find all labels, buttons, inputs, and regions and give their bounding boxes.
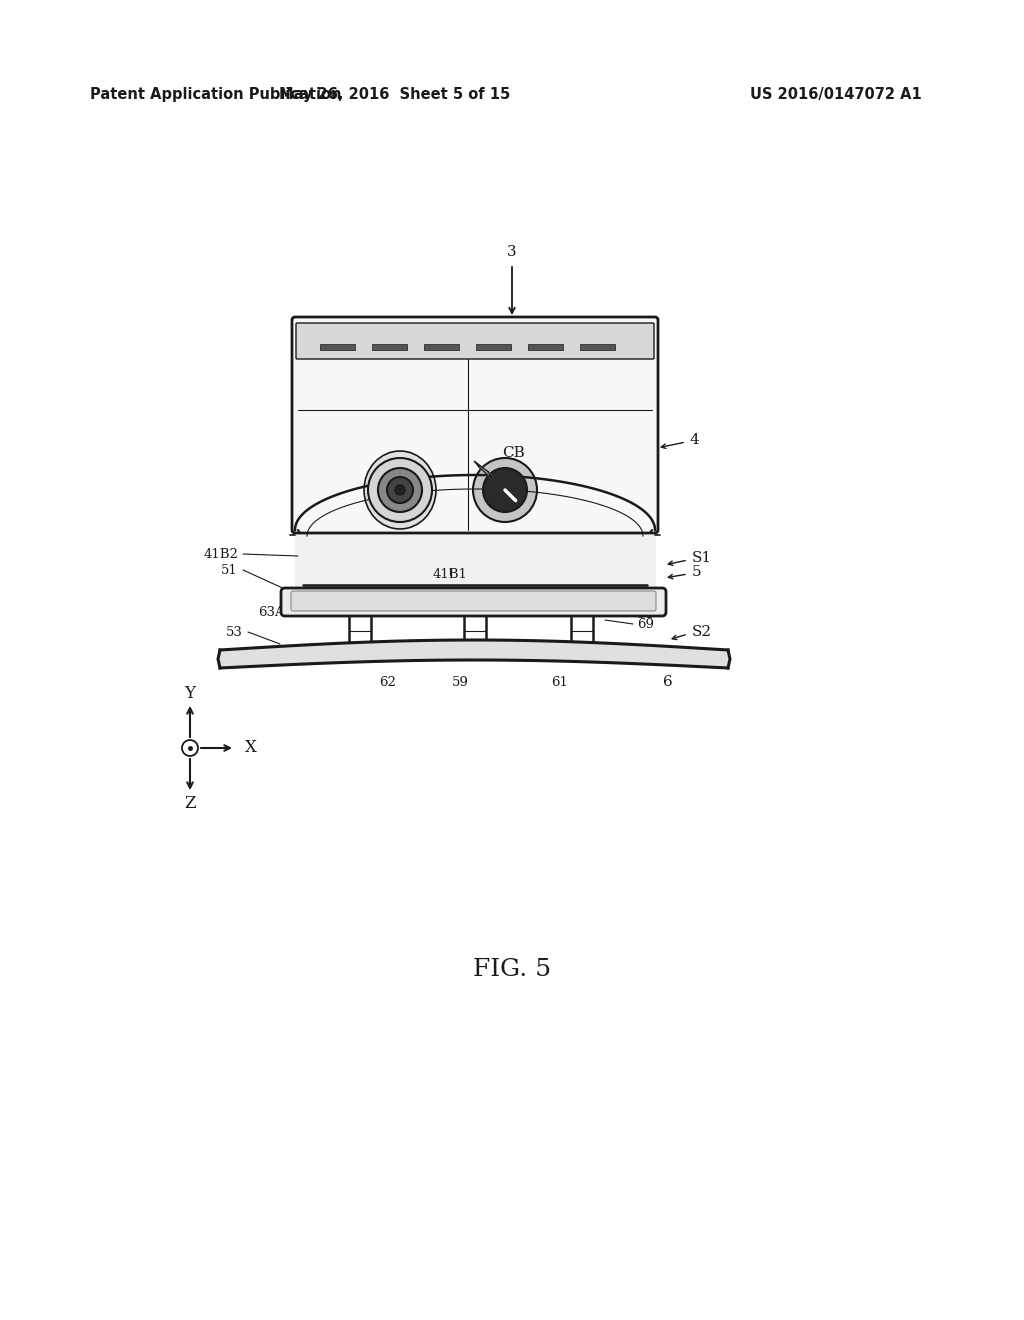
Bar xyxy=(476,345,511,350)
FancyBboxPatch shape xyxy=(291,591,656,611)
Ellipse shape xyxy=(364,451,436,529)
Text: Y: Y xyxy=(184,685,196,701)
Text: 54: 54 xyxy=(637,607,653,620)
Text: 693B: 693B xyxy=(597,601,629,614)
Bar xyxy=(372,345,407,350)
Bar xyxy=(580,345,615,350)
Bar xyxy=(424,345,459,350)
Circle shape xyxy=(473,458,537,521)
Text: 61: 61 xyxy=(552,676,568,689)
Circle shape xyxy=(378,469,422,512)
Circle shape xyxy=(182,741,198,756)
Bar xyxy=(319,345,355,350)
Text: S1: S1 xyxy=(692,550,712,565)
Text: US 2016/0147072 A1: US 2016/0147072 A1 xyxy=(750,87,922,103)
Text: 69: 69 xyxy=(637,618,654,631)
FancyBboxPatch shape xyxy=(281,587,666,616)
Text: 5: 5 xyxy=(692,565,701,579)
Text: CB: CB xyxy=(502,446,524,459)
Text: S2: S2 xyxy=(692,624,712,639)
FancyBboxPatch shape xyxy=(296,323,654,359)
Text: 41B2: 41B2 xyxy=(203,548,238,561)
Circle shape xyxy=(368,458,432,521)
Text: FIG. 5: FIG. 5 xyxy=(473,958,551,982)
Text: 51: 51 xyxy=(221,564,238,577)
Text: 41B1: 41B1 xyxy=(432,569,467,582)
Text: 53: 53 xyxy=(226,626,243,639)
Text: 62: 62 xyxy=(380,676,396,689)
Circle shape xyxy=(395,484,406,495)
Text: 63A: 63A xyxy=(258,606,285,619)
Text: Z: Z xyxy=(184,795,196,812)
Circle shape xyxy=(387,477,413,503)
Circle shape xyxy=(483,469,527,512)
Text: Patent Application Publication: Patent Application Publication xyxy=(90,87,341,103)
Text: 6: 6 xyxy=(664,675,673,689)
Text: X: X xyxy=(245,739,257,756)
Polygon shape xyxy=(474,461,494,480)
Text: May 26, 2016  Sheet 5 of 15: May 26, 2016 Sheet 5 of 15 xyxy=(280,87,511,103)
Text: 3: 3 xyxy=(507,246,517,259)
Text: 4: 4 xyxy=(690,433,699,447)
FancyBboxPatch shape xyxy=(292,317,658,533)
Bar xyxy=(528,345,563,350)
Text: 59: 59 xyxy=(452,676,468,689)
